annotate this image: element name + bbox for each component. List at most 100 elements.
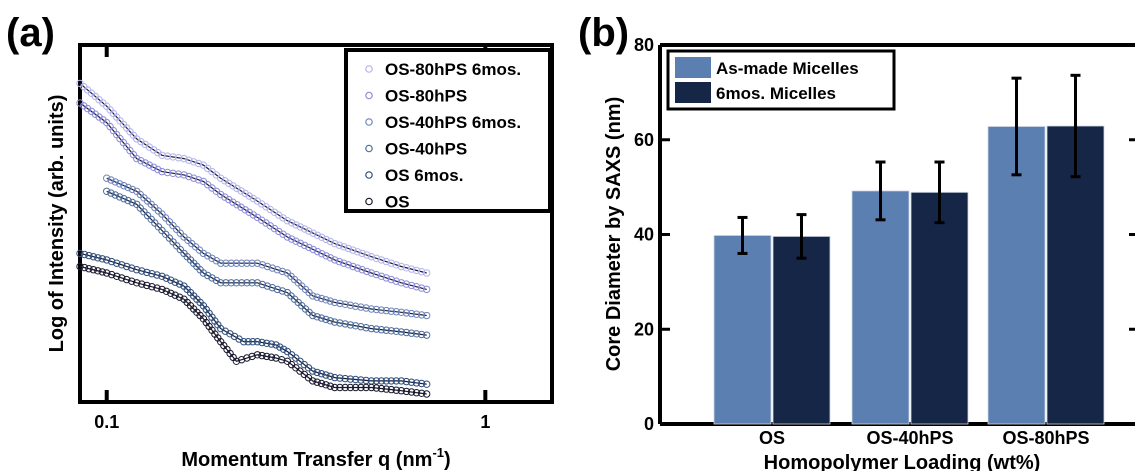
- panel-a-point-os-40hps-6mos: [169, 221, 177, 230]
- panel-a-point-os-40hps-6mos: [128, 185, 137, 194]
- panel-a-legend-label-os-80hps: OS-80hPS: [385, 87, 467, 106]
- panel-a-point-os-40hps: [253, 279, 262, 287]
- panel-a-legend-label-os-40hps: OS-40hPS: [385, 140, 467, 159]
- panel-a-x-axis-title-sup: -1: [432, 445, 444, 460]
- panel-a-point-os-80hps-6mos: [397, 262, 405, 271]
- panel-b-y-tick-label: 20: [634, 319, 654, 339]
- panel-a-point-os-6mos: [341, 374, 349, 383]
- panel-a-point-os: [263, 352, 271, 361]
- panel-a-point-os-40hps-6mos: [124, 183, 132, 192]
- panel-a-point-os: [108, 270, 116, 279]
- panel-b-x-axis-title: Homopolymer Loading (wt%): [764, 452, 1041, 471]
- panel-a-point-os-40hps-6mos: [336, 299, 344, 308]
- panel-a-point-os-80hps-6mos: [392, 261, 400, 269]
- panel-a-point-os: [351, 383, 360, 392]
- panel-a-point-os-6mos: [148, 270, 156, 278]
- panel-a-point-os: [397, 387, 405, 395]
- panel-a-point-os-80hps: [387, 275, 395, 284]
- panel-a-point-os-6mos: [167, 276, 175, 284]
- panel-a-point-os: [362, 383, 370, 392]
- panel-a-point-os: [357, 383, 365, 392]
- panel-a-point-os-6mos: [346, 375, 355, 383]
- panel-a-point-os: [402, 387, 411, 396]
- panel-a-fit-line-os: [79, 265, 427, 395]
- panel-a-point-os-80hps: [335, 257, 343, 266]
- panel-a-point-os-80hps-6mos: [422, 269, 431, 277]
- panel-a-point-os-40hps: [120, 195, 128, 203]
- panel-a-point-os: [143, 281, 151, 290]
- panel-b-y-axis-title: Core Diameter by SAXS (nm): [603, 97, 625, 372]
- panel-a-point-os-40hps-6mos: [227, 259, 235, 267]
- panel-a-point-os-80hps: [313, 247, 322, 256]
- panel-a-point-os-80hps-6mos: [233, 184, 241, 193]
- panel-a-point-os-6mos: [123, 262, 131, 271]
- panel-a-point-os-40hps-6mos: [253, 259, 262, 267]
- panel-a-point-os-40hps-6mos: [341, 300, 349, 308]
- panel-a-point-os-80hps: [305, 243, 313, 252]
- panel-a-legend-label-os: OS: [385, 193, 410, 212]
- panel-a-point-os-6mos: [362, 376, 370, 385]
- panel-a-point-os: [309, 377, 317, 385]
- panel-a-point-os-40hps: [367, 324, 376, 333]
- panel-a-fit-line-os-80hps: [79, 102, 427, 290]
- panel-a-point-os-6mos: [392, 377, 400, 385]
- panel-a-point-os-6mos: [113, 259, 121, 267]
- panel-a-point-os: [341, 383, 349, 392]
- panel-a-point-os-6mos: [249, 338, 257, 346]
- panel-a-point-os-6mos: [175, 280, 184, 288]
- panel-a-point-os-80hps: [249, 211, 258, 219]
- panel-a-point-os-80hps: [309, 245, 317, 254]
- panel-a-point-os: [76, 262, 84, 271]
- panel-a-point-os-6mos: [351, 375, 360, 384]
- panel-a-point-os: [162, 287, 171, 295]
- panel-a-point-os: [317, 379, 326, 388]
- panel-a-legend-items: OS-80hPS 6mos. OS-80hPS OS-40hPS 6mos. OS-4…: [365, 60, 521, 212]
- panel-a-point-os-40hps: [158, 226, 166, 235]
- panel-a-point-os-80hps-6mos: [407, 265, 416, 273]
- panel-a-point-os: [382, 385, 390, 393]
- panel-a-point-os-40hps-6mos: [103, 174, 111, 182]
- panel-a-point-os-80hps-6mos: [353, 248, 362, 256]
- panel-a-point-os-40hps: [341, 320, 349, 328]
- panel-a-point-os-80hps: [417, 284, 426, 292]
- panel-a-point-os-40hps: [217, 279, 225, 287]
- panel-a-point-os-40hps: [346, 321, 355, 329]
- panel-a-point-os-6mos: [118, 261, 126, 269]
- panel-a-point-os-40hps: [313, 313, 321, 321]
- panel-a-point-os-80hps-6mos: [305, 227, 313, 235]
- panel-a-fit-line-os-40hps-6mos: [106, 177, 427, 317]
- panel-a-point-os-80hps: [344, 261, 353, 269]
- panel-b-legend-swatch-6mos-micelles: [675, 82, 711, 103]
- panel-a-point-os-80hps-6mos: [185, 156, 193, 164]
- panel-a-point-os-80hps-6mos: [225, 179, 233, 188]
- panel-a-point-os-80hps: [190, 174, 198, 182]
- panel-a-point-os: [243, 354, 251, 362]
- panel-a-point-os-40hps: [317, 314, 326, 322]
- panel-a-point-os-40hps-6mos: [278, 267, 287, 276]
- panel-b-legend-label-as-made-micelles: As-made Micelles: [716, 59, 859, 78]
- panel-a-point-os-40hps-6mos: [248, 259, 256, 267]
- panel-a-point-os-80hps-6mos: [241, 189, 249, 198]
- panel-b-error-bars: [737, 73, 1081, 260]
- panel-a-point-os-80hps-6mos: [283, 217, 292, 225]
- panel-a-point-os-40hps-6mos: [111, 178, 120, 186]
- panel-a-point-os: [267, 353, 276, 361]
- panel-a-point-os-40hps: [199, 269, 208, 277]
- panel-a-point-os-6mos: [108, 257, 116, 266]
- panel-a-point-os-80hps: [363, 267, 371, 276]
- panel-a-chart: (a) 0.1 1 OS-80hPS 6mos.OS-80hPSOS-40hPS …: [6, 11, 554, 471]
- panel-a-point-os-6mos: [372, 377, 381, 385]
- panel-a-point-os-40hps-6mos: [322, 296, 330, 304]
- panel-a-point-os-40hps: [357, 323, 365, 331]
- panel-a-point-os-80hps-6mos: [417, 268, 426, 276]
- panel-a-point-os-80hps: [174, 170, 183, 178]
- panel-a-point-os-40hps: [362, 324, 370, 332]
- panel-a-point-os-80hps: [145, 161, 154, 169]
- panel-a-point-os: [248, 352, 256, 361]
- panel-a-x-tick-label: 0.1: [94, 412, 119, 432]
- panel-a-legend-label-os-80hps-6mos: OS-80hPS 6mos.: [385, 60, 521, 79]
- panel-a-point-os-40hps: [382, 326, 390, 334]
- panel-a-point-os-40hps-6mos: [331, 298, 339, 307]
- panel-a-point-os-6mos: [263, 339, 271, 347]
- panel-a-data-points: [76, 79, 431, 398]
